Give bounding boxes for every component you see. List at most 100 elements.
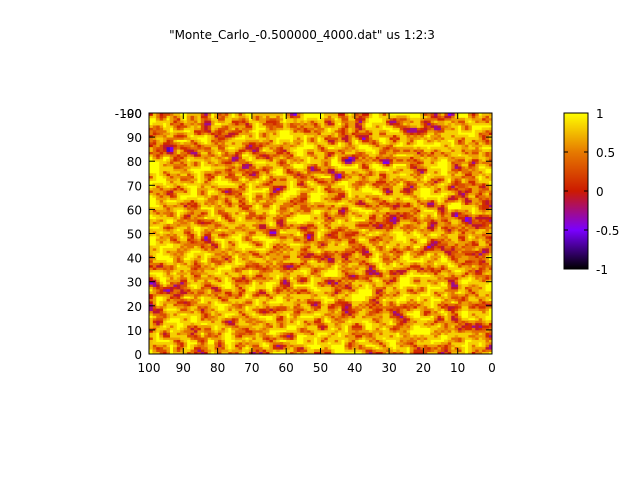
heatmap-cell [330,245,335,249]
heatmap-cell [471,274,476,278]
heatmap-cell [450,250,455,254]
heatmap-cell [419,308,424,312]
heatmap-cell [395,260,400,263]
heatmap-cell [354,329,359,333]
heatmap-cell [293,274,297,278]
heatmap-cell [344,320,349,324]
heatmap-cell [409,286,414,290]
heatmap-cell [334,257,339,261]
heatmap-cell [457,281,462,285]
heatmap-cell [378,250,383,254]
heatmap-cell [306,327,311,331]
heatmap-cell [443,351,448,354]
heatmap-cell [385,276,390,280]
heatmap-cell [485,252,489,256]
heatmap-cell [317,310,321,314]
heatmap-cell [193,332,198,336]
heatmap-cell [471,247,476,251]
heatmap-cell [433,219,438,222]
heatmap-cell [413,257,417,261]
heatmap-cell [344,238,349,242]
heatmap-cell [176,250,181,254]
heatmap-cell [457,260,462,263]
heatmap-cell [193,274,198,278]
heatmap-cell [258,291,263,295]
heatmap-cell [248,276,253,280]
heatmap-cell [344,346,349,350]
heatmap-cell [433,260,438,263]
heatmap-cell [286,288,291,292]
heatmap-cell [409,243,414,246]
heatmap-cell [413,337,417,340]
heatmap-cell [313,351,318,354]
heatmap-cell [214,339,218,343]
heatmap-cell [306,329,311,333]
heatmap-cell [152,337,157,340]
heatmap-cell [248,351,253,354]
heatmap-cell [255,341,260,345]
heatmap-cell [413,228,417,232]
heatmap-cell [474,235,479,239]
heatmap-cell [341,305,345,309]
heatmap-cell [471,351,476,354]
heatmap-cell [351,344,356,348]
heatmap-cell [241,216,246,220]
heatmap-cell [354,286,359,290]
heatmap-cell [303,298,308,302]
heatmap-cell [471,310,476,314]
heatmap-cell [323,346,328,350]
heatmap-cell [402,245,407,249]
heatmap-cell [341,308,345,312]
heatmap-cell [282,291,287,295]
heatmap-cell [454,276,459,280]
heatmap-cell [186,313,191,316]
heatmap-cell [155,327,160,331]
heatmap-cell [197,240,201,244]
heatmap-cell [210,310,215,314]
heatmap-cell [255,296,260,299]
heatmap-cell [166,281,170,285]
heatmap-cell [224,272,229,275]
heatmap-cell [478,279,483,283]
heatmap-cell [416,284,421,287]
heatmap-cell [251,315,256,319]
heatmap-cell [152,305,157,309]
heatmap-cell [447,223,452,227]
heatmap-cell [467,296,472,299]
heatmap-cell [437,216,441,220]
heatmap-cell [389,235,393,239]
heatmap-cell [207,216,212,220]
heatmap-cell [152,325,157,328]
heatmap-cell [437,269,441,273]
heatmap-cell [155,325,160,328]
heatmap-cell [152,329,157,333]
heatmap-cell [217,279,222,283]
heatmap-cell [313,255,318,258]
heatmap-cell [437,305,441,309]
heatmap-cell [347,339,352,343]
heatmap-cell [245,288,249,292]
heatmap-cell [169,332,174,336]
heatmap-cell [375,313,380,316]
heatmap-cell [241,332,246,336]
heatmap-cell [488,226,492,230]
heatmap-cell [464,293,469,297]
heatmap-cell [310,300,315,304]
heatmap-cell [385,269,390,273]
heatmap-cell [313,320,318,324]
heatmap-cell [392,243,397,246]
heatmap-cell [467,310,472,314]
heatmap-cell [265,262,270,266]
heatmap-cell [351,284,356,287]
heatmap-cell [289,317,294,321]
heatmap-cell [433,240,438,244]
heatmap-cell [262,351,267,354]
heatmap-cell [183,308,188,312]
heatmap-cell [166,325,170,328]
heatmap-cell [203,332,208,336]
heatmap-cell [214,337,218,340]
heatmap-cell [234,279,239,283]
heatmap-cell [454,325,459,328]
heatmap-cell [323,223,328,227]
